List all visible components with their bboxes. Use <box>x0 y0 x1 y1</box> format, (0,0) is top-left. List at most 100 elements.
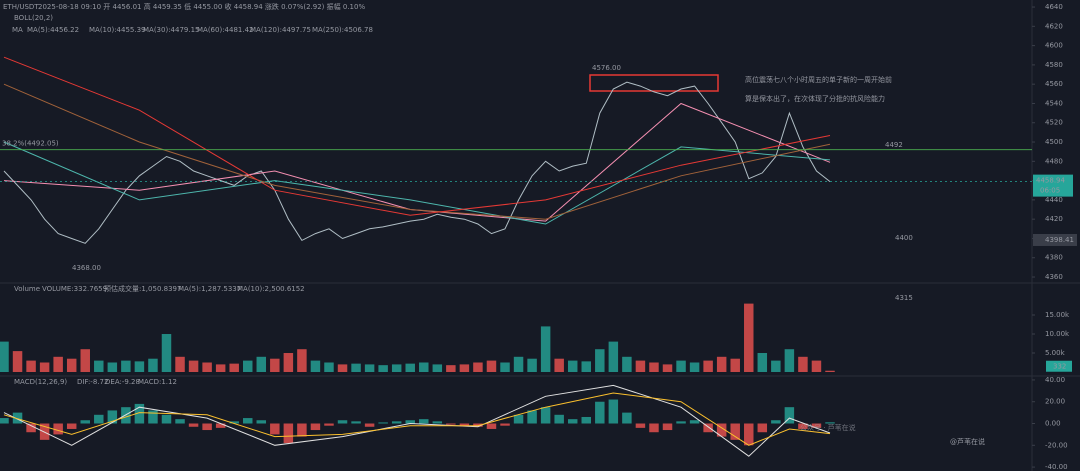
ohlc: 2025-08-18 09:10 开 4456.01 高 4459.35 低 4… <box>38 2 365 11</box>
macd-bar <box>0 418 9 424</box>
macd-bar <box>378 422 388 424</box>
price-line <box>3 81 831 244</box>
volume-bar <box>121 360 131 372</box>
legend-item: MA(60):4481.42 <box>197 26 254 34</box>
macd-bar <box>283 423 294 444</box>
macd-bar <box>595 401 605 424</box>
macd-bar <box>324 423 334 426</box>
volume-bar <box>256 356 267 372</box>
volume-bar <box>432 364 443 372</box>
y-tick-label: 4560 <box>1045 80 1063 88</box>
volume-bar <box>229 363 239 372</box>
volume-bar <box>26 360 36 372</box>
volume-bar <box>310 360 321 372</box>
legend-item: 预估成交量:1,050.8397 <box>104 284 181 293</box>
macd-bar <box>297 423 307 437</box>
volume-bar <box>419 362 429 372</box>
macd-bar <box>622 412 632 424</box>
volume-bar <box>446 365 456 372</box>
macd-bar <box>405 420 415 424</box>
volume-bar <box>148 358 158 372</box>
legend-item: MACD:1.12 <box>138 378 177 386</box>
macd-bar <box>215 423 226 428</box>
volume-bar <box>825 370 835 372</box>
volume-bar <box>215 364 226 372</box>
volume-bar <box>567 360 578 372</box>
macd-bar <box>53 423 63 435</box>
macd-bar <box>757 423 768 433</box>
volume-bar <box>0 341 9 372</box>
y-tick-label: 5.00k <box>1045 349 1066 357</box>
volume-bar <box>622 356 632 372</box>
macd-bar <box>80 420 90 424</box>
legend-item: MA(120):4497.75 <box>250 26 311 34</box>
volume-bar <box>134 361 145 372</box>
volume-bar <box>540 326 551 372</box>
macd-bar <box>107 410 118 424</box>
y-tick-label: 15.00k <box>1045 311 1070 319</box>
legend-item: DIF:-8.72 <box>77 378 108 386</box>
volume-bar <box>527 358 537 372</box>
macd-bar <box>202 423 212 431</box>
volume-bar <box>486 360 497 372</box>
macd-bar <box>527 410 537 424</box>
volume-bar <box>689 362 700 372</box>
price-time: 06:05 <box>1040 187 1060 195</box>
macd-bar <box>446 423 456 425</box>
cursor-tag-bg <box>1033 233 1077 246</box>
y-tick-label: 4480 <box>1045 157 1063 165</box>
indicator-line <box>3 384 831 457</box>
volume-bar <box>391 364 402 372</box>
level-label: 38.2%(4492.05) <box>2 140 59 148</box>
volume-bar <box>513 356 524 372</box>
macd-bar <box>811 423 822 428</box>
volume-bar <box>202 362 212 372</box>
macd-bar <box>364 423 375 427</box>
volume-bar <box>39 362 50 372</box>
volume-bar <box>798 356 808 372</box>
annotation: 4315 <box>895 294 913 302</box>
macd-bar <box>554 414 564 424</box>
volume-bar <box>649 362 659 372</box>
volume-bar <box>324 362 334 372</box>
macd-bar <box>649 423 659 433</box>
macd-bar <box>351 421 361 424</box>
y-tick-label: 4360 <box>1045 273 1063 281</box>
volume-bar <box>811 360 822 372</box>
legend-item: MA(5):1,287.5337 <box>178 285 241 293</box>
macd-bar <box>161 414 172 424</box>
volume-bar <box>270 358 280 372</box>
y-tick-label: 4440 <box>1045 196 1063 204</box>
volume-value: VOLUME:332.7659 <box>42 285 107 293</box>
macd-bar <box>500 423 510 426</box>
y-tick-label: 4500 <box>1045 138 1063 146</box>
volume-bar <box>500 362 510 372</box>
legend-item: MA(250):4506.78 <box>312 26 373 34</box>
volume-bar <box>378 365 388 372</box>
y-tick-label: 4580 <box>1045 61 1063 69</box>
macd-bar <box>432 421 443 424</box>
macd-bar <box>391 421 402 424</box>
volume-bar <box>175 356 185 372</box>
low-label: 4368.00 <box>72 264 101 272</box>
y-tick-label: -20.00 <box>1045 441 1068 449</box>
legend-item: MA(30):4479.15 <box>143 26 200 34</box>
macd-bar <box>188 423 199 427</box>
macd-bar <box>26 423 36 433</box>
legend-item: MA(5):4456.22 <box>27 26 79 34</box>
macd-bar <box>771 420 781 424</box>
macd-bar <box>608 399 619 424</box>
volume-bar <box>554 358 564 372</box>
volume-bar <box>80 349 90 372</box>
volume-bar <box>716 356 727 372</box>
y-tick-label: 4640 <box>1045 3 1063 11</box>
macd-bar <box>229 421 239 424</box>
legend-item: MA(10):2,500.6152 <box>237 285 305 293</box>
macd-bar <box>310 423 321 431</box>
macd-bar <box>689 420 700 424</box>
legend-item: DEA:-9.28 <box>105 378 140 386</box>
macd-bar <box>703 423 713 433</box>
macd-bar <box>242 418 253 424</box>
volume-bar <box>581 361 592 372</box>
macd-bar <box>581 416 592 424</box>
